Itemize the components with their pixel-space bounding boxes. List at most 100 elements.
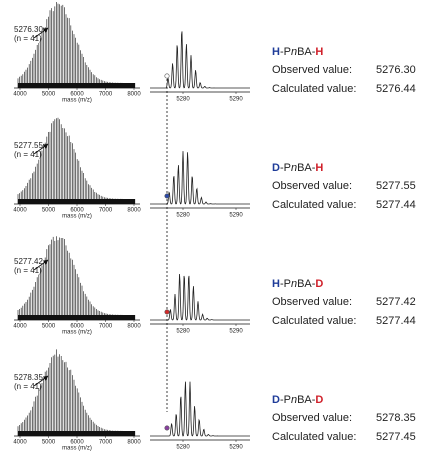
x-tick-label: 6000 bbox=[70, 92, 84, 98]
x-tick-label: 4000 bbox=[13, 92, 27, 98]
noise-band bbox=[18, 199, 135, 204]
calculated-value: 5277.45 bbox=[376, 431, 416, 443]
x-tick-label: 4000 bbox=[13, 440, 27, 446]
n-label: (n = 41) bbox=[14, 34, 42, 43]
peak-label: 5277.55 bbox=[14, 141, 43, 150]
species-part: -P bbox=[280, 46, 291, 58]
x-tick-label: 8000 bbox=[127, 440, 141, 446]
x-tick-label: 5000 bbox=[42, 440, 56, 446]
x-tick-label: 7000 bbox=[99, 208, 113, 214]
x-tick-label: 5290 bbox=[229, 97, 243, 103]
species-part: -P bbox=[280, 278, 291, 290]
isotope-spectrum bbox=[150, 31, 250, 89]
species-part: H bbox=[272, 46, 280, 58]
observed-value: 5277.42 bbox=[376, 296, 416, 308]
species: H-PnBA-D bbox=[272, 278, 323, 290]
isotope-spectrum bbox=[150, 273, 250, 321]
peak-marker bbox=[164, 425, 170, 431]
species-part: n bbox=[291, 394, 297, 406]
x-tick-label: 5280 bbox=[176, 329, 190, 335]
calculated-value: 5277.44 bbox=[376, 315, 416, 327]
x-tick-label: 5290 bbox=[229, 329, 243, 335]
arrow bbox=[33, 27, 49, 39]
noise-band bbox=[18, 83, 135, 88]
x-tick-label: 7000 bbox=[99, 440, 113, 446]
species-part: BA- bbox=[297, 162, 316, 174]
species-part: BA- bbox=[297, 394, 316, 406]
calculated-value: 5276.44 bbox=[376, 83, 416, 95]
x-tick-label: 4000 bbox=[13, 324, 27, 330]
axis-label: mass (m/z) bbox=[62, 98, 92, 104]
peak-marker bbox=[164, 73, 170, 79]
x-tick-label: 5290 bbox=[229, 445, 243, 451]
spectrum bbox=[17, 236, 136, 320]
spectrum bbox=[17, 117, 136, 204]
x-tick-label: 5290 bbox=[229, 213, 243, 219]
species: D-PnBA-H bbox=[272, 162, 323, 174]
calculated-label: Calculated value: bbox=[272, 83, 356, 95]
arrow bbox=[33, 375, 49, 387]
axis-label: mass (m/z) bbox=[62, 214, 92, 220]
species-part: n bbox=[291, 46, 297, 58]
observed-label: Observed value: bbox=[272, 180, 352, 192]
peak-label: 5278.35 bbox=[14, 373, 43, 382]
arrow bbox=[33, 259, 49, 271]
x-tick-label: 5280 bbox=[176, 445, 190, 451]
noise-band bbox=[18, 431, 135, 436]
x-tick-label: 7000 bbox=[99, 324, 113, 330]
x-tick-label: 5280 bbox=[176, 213, 190, 219]
observed-value: 5278.35 bbox=[376, 412, 416, 424]
n-label: (n = 41) bbox=[14, 382, 42, 391]
axis-label: mass (m/z) bbox=[62, 330, 92, 336]
species: D-PnBA-D bbox=[272, 394, 323, 406]
species-part: H bbox=[315, 162, 323, 174]
calculated-label: Calculated value: bbox=[272, 199, 356, 211]
spectrum bbox=[17, 2, 136, 88]
calculated-value: 5277.44 bbox=[376, 199, 416, 211]
species-part: D bbox=[315, 278, 323, 290]
x-tick-label: 4000 bbox=[13, 208, 27, 214]
observed-label: Observed value: bbox=[272, 64, 352, 76]
n-label: (n = 41) bbox=[14, 150, 42, 159]
species-part: H bbox=[272, 278, 280, 290]
peak-label: 5276.30 bbox=[14, 25, 43, 34]
noise-band bbox=[18, 315, 135, 320]
observed-value: 5276.30 bbox=[376, 64, 416, 76]
species-part: H bbox=[315, 46, 323, 58]
species-part: -P bbox=[280, 162, 291, 174]
observed-label: Observed value: bbox=[272, 412, 352, 424]
x-tick-label: 5280 bbox=[176, 97, 190, 103]
x-tick-label: 8000 bbox=[127, 324, 141, 330]
x-tick-label: 6000 bbox=[70, 324, 84, 330]
x-tick-label: 7000 bbox=[99, 92, 113, 98]
species-part: D bbox=[272, 394, 280, 406]
x-tick-label: 5000 bbox=[42, 208, 56, 214]
species-part: n bbox=[291, 278, 297, 290]
peak-marker bbox=[164, 309, 170, 315]
x-tick-label: 6000 bbox=[70, 440, 84, 446]
species-part: D bbox=[315, 394, 323, 406]
x-tick-label: 8000 bbox=[127, 208, 141, 214]
peak-marker bbox=[164, 193, 170, 199]
calculated-label: Calculated value: bbox=[272, 315, 356, 327]
species-part: n bbox=[291, 162, 297, 174]
x-tick-label: 5000 bbox=[42, 92, 56, 98]
x-tick-label: 5000 bbox=[42, 324, 56, 330]
isotope-spectrum bbox=[150, 381, 250, 437]
species-part: -P bbox=[280, 394, 291, 406]
axis-label: mass (m/z) bbox=[62, 446, 92, 452]
species-part: BA- bbox=[297, 46, 316, 58]
species-part: BA- bbox=[297, 278, 316, 290]
x-tick-label: 8000 bbox=[127, 92, 141, 98]
species: H-PnBA-H bbox=[272, 46, 323, 58]
n-label: (n = 41) bbox=[14, 266, 42, 275]
arrow bbox=[33, 143, 49, 155]
species-part: D bbox=[272, 162, 280, 174]
spectrum bbox=[17, 349, 136, 436]
peak-label: 5277.42 bbox=[14, 257, 43, 266]
